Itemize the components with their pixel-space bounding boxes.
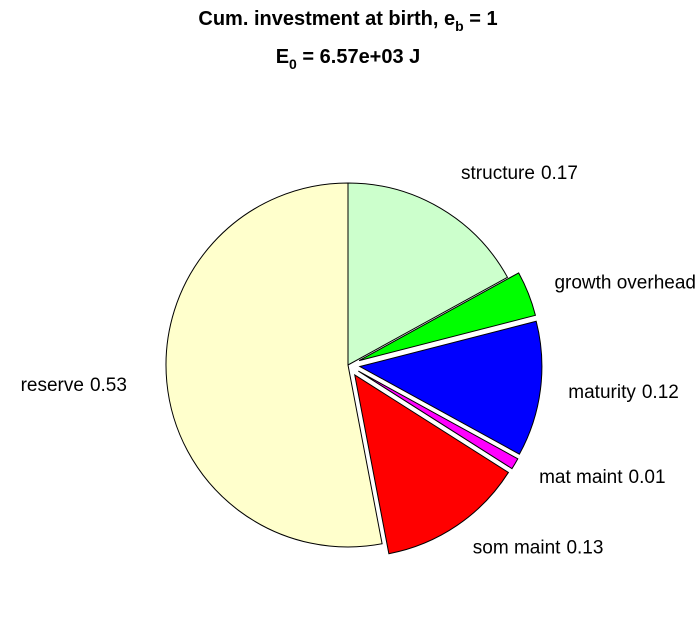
- slice-category: structure: [461, 163, 535, 184]
- pie-slice: [358, 320, 543, 455]
- title-text: = 1: [464, 8, 498, 30]
- chart-title: Cum. investment at birth, eb = 1: [198, 8, 497, 33]
- chart-subtitle: E0 = 6.57e+03 J: [276, 46, 421, 71]
- slice-label: mat maint 0.01: [539, 467, 665, 488]
- title-text: Cum. investment at birth, e: [198, 8, 455, 30]
- slice-value: 0.17: [541, 163, 578, 184]
- slice-label: structure 0.17: [461, 163, 578, 184]
- slice-label: reserve 0.53: [21, 375, 127, 396]
- slice-label: som maint 0.13: [473, 538, 604, 559]
- title-text: E: [276, 46, 289, 68]
- title-subscript: 0: [289, 56, 297, 72]
- pie-slice: [354, 373, 510, 555]
- slice-value: 0.12: [642, 382, 679, 403]
- pie-slice: [358, 272, 537, 362]
- title-text: = 6.57e+03 J: [297, 46, 420, 68]
- slice-category: growth overhead: [554, 272, 696, 293]
- pie-slice: [358, 370, 519, 470]
- slice-value: 0.13: [566, 538, 603, 559]
- slice-category: som maint: [473, 538, 561, 559]
- pie-slice: [165, 182, 383, 548]
- pie-slice: [347, 182, 509, 366]
- slice-label: growth overhead0.04: [554, 272, 696, 293]
- slice-category: mat maint: [539, 467, 623, 488]
- slice-category: maturity: [568, 382, 636, 403]
- title-subscript: b: [455, 18, 464, 34]
- slice-category: reserve: [21, 375, 84, 396]
- slice-label: maturity 0.12: [568, 382, 679, 403]
- slice-value: 0.01: [629, 467, 666, 488]
- slice-value: 0.53: [90, 375, 127, 396]
